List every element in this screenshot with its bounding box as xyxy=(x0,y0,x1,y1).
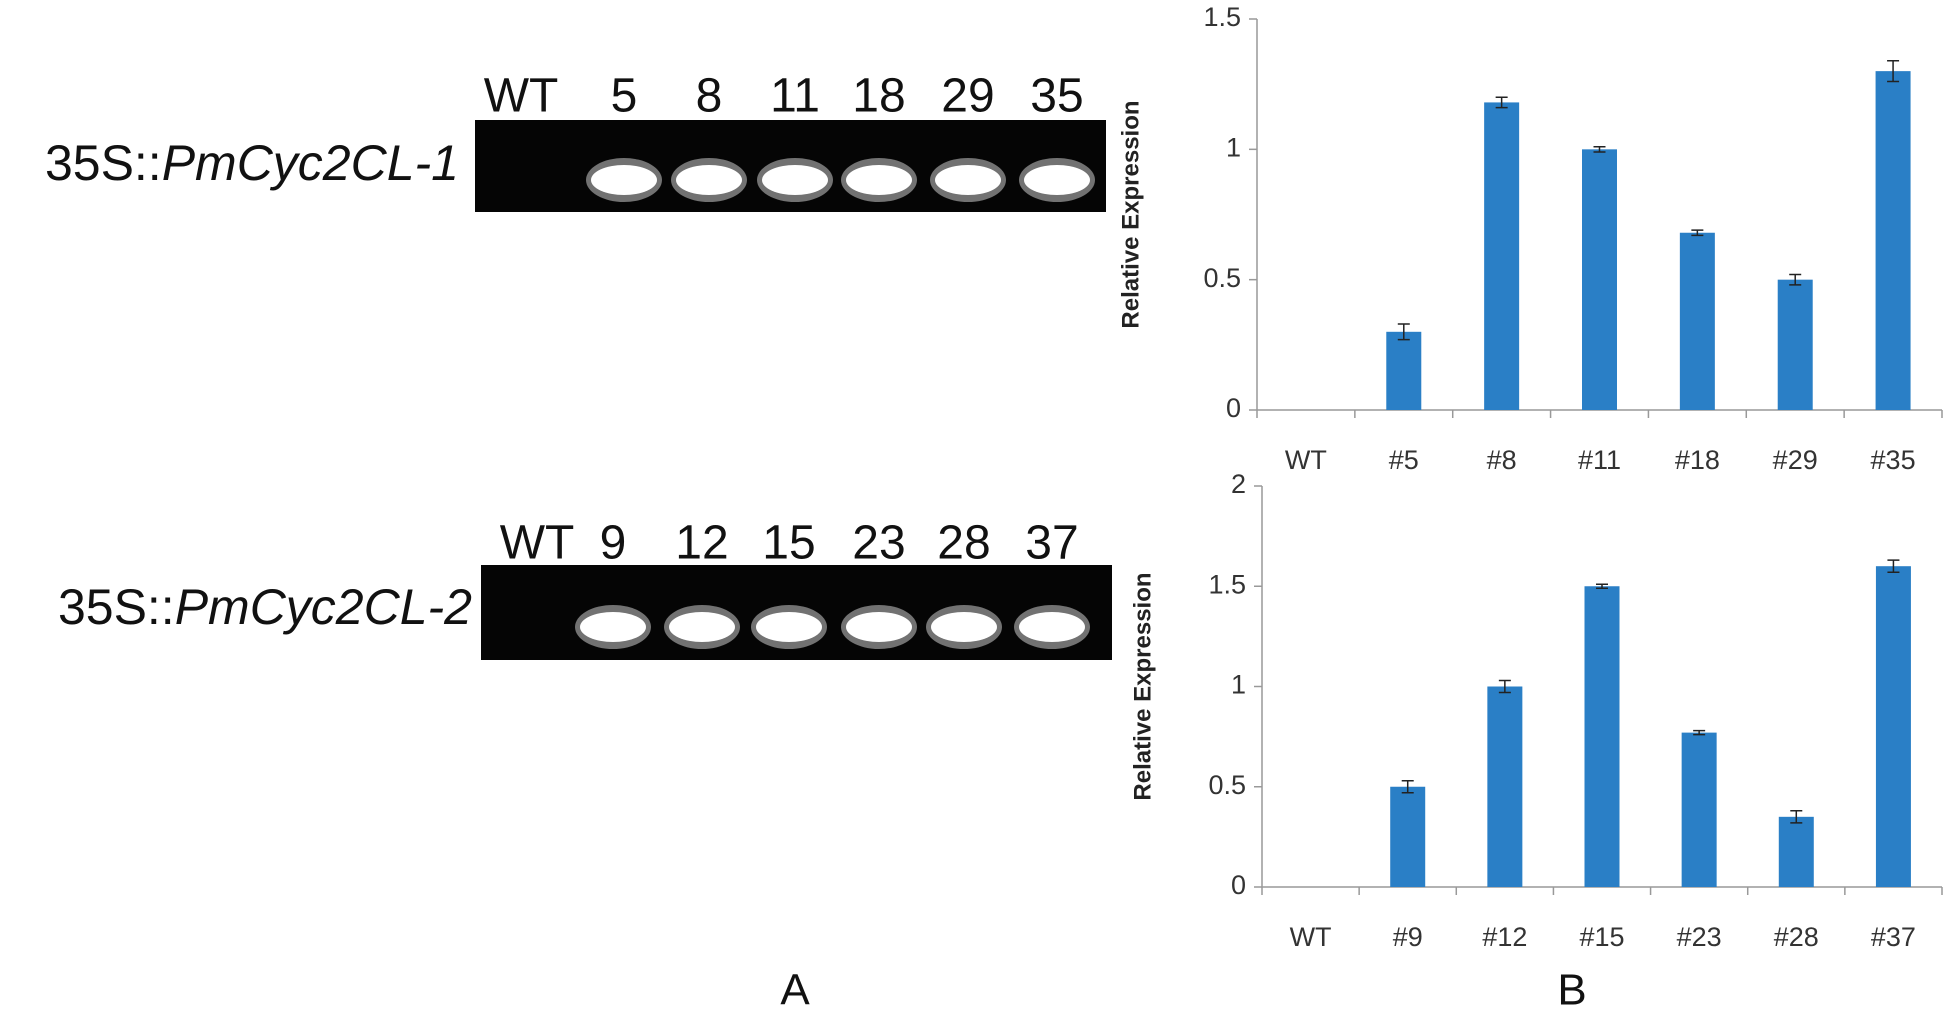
lane-label: 35 xyxy=(1030,70,1083,123)
x-tick-label: #23 xyxy=(1677,922,1722,952)
lane-label: 29 xyxy=(941,70,994,123)
lane-label: 37 xyxy=(1025,517,1078,570)
gel-band xyxy=(1019,612,1085,642)
error-bar xyxy=(1887,559,1900,573)
gel-band xyxy=(762,165,828,195)
x-tick-label: #29 xyxy=(1773,445,1818,475)
gel-band xyxy=(676,165,742,195)
y-tick-label: 0 xyxy=(1231,870,1246,900)
bar xyxy=(1681,732,1717,887)
lane-label: 15 xyxy=(762,517,815,570)
gel-band xyxy=(669,612,735,642)
gel-band xyxy=(931,612,997,642)
construct-gene: PmCyc2CL-2 xyxy=(175,579,472,635)
lane-label: 12 xyxy=(675,517,728,570)
bar xyxy=(1875,566,1911,887)
error-bar xyxy=(1693,729,1706,736)
construct-prefix: 35S:: xyxy=(58,579,175,635)
error-bar xyxy=(1790,810,1803,824)
lane-label: 5 xyxy=(611,70,638,123)
panel-label: A xyxy=(780,966,810,1015)
lane-label: WT xyxy=(500,517,575,570)
gel-band xyxy=(846,165,912,195)
bar xyxy=(1778,816,1814,887)
x-tick-label: #28 xyxy=(1774,922,1819,952)
x-tick-label: #11 xyxy=(1578,445,1621,475)
gel-band xyxy=(591,165,657,195)
error-bar xyxy=(1691,229,1704,237)
x-tick-label: #8 xyxy=(1487,445,1517,475)
construct-label: 35S::PmCyc2CL-2 xyxy=(58,579,472,635)
gel-band xyxy=(756,612,822,642)
error-bar xyxy=(1498,679,1511,694)
x-tick-label: #12 xyxy=(1482,922,1527,952)
y-tick-label: 1 xyxy=(1226,132,1241,162)
y-tick-label: 0.5 xyxy=(1203,263,1241,293)
construct-prefix: 35S:: xyxy=(45,135,162,191)
bar xyxy=(1386,331,1422,410)
y-tick-label: 2 xyxy=(1231,469,1246,499)
error-bar xyxy=(1397,323,1410,341)
bar xyxy=(1484,102,1520,410)
gel-band xyxy=(935,165,1001,195)
gel-band xyxy=(846,612,912,642)
x-tick-label: WT xyxy=(1285,445,1327,475)
bar xyxy=(1679,232,1715,410)
lane-label: 9 xyxy=(600,517,627,570)
lane-label: 28 xyxy=(937,517,990,570)
panel-label: B xyxy=(1557,966,1586,1015)
x-tick-label: #35 xyxy=(1871,445,1916,475)
lane-label: 11 xyxy=(770,70,820,123)
gel-band xyxy=(1024,165,1090,195)
error-bar xyxy=(1596,583,1608,590)
x-tick-label: #9 xyxy=(1393,922,1423,952)
bar xyxy=(1777,279,1813,410)
bar xyxy=(1584,586,1620,887)
construct-gene: PmCyc2CL-1 xyxy=(162,135,459,191)
lane-label: 18 xyxy=(852,70,905,123)
error-bar xyxy=(1495,96,1508,109)
error-bar xyxy=(1401,779,1414,794)
bar xyxy=(1582,149,1617,411)
error-bar xyxy=(1887,59,1900,83)
x-tick-label: #18 xyxy=(1675,445,1720,475)
error-bar xyxy=(1593,145,1606,153)
lane-label: 23 xyxy=(852,517,905,570)
construct-label: 35S::PmCyc2CL-1 xyxy=(45,135,459,191)
y-axis-label: Relative Expression xyxy=(1129,572,1156,800)
bar xyxy=(1390,786,1426,887)
y-tick-label: 1.5 xyxy=(1208,569,1246,599)
bar xyxy=(1487,686,1523,887)
lane-label: 8 xyxy=(696,70,723,123)
x-tick-label: #37 xyxy=(1871,922,1916,952)
x-tick-label: #5 xyxy=(1389,445,1419,475)
gel-band xyxy=(580,612,646,642)
error-bar xyxy=(1789,273,1802,286)
y-axis-label: Relative Expression xyxy=(1117,100,1144,328)
x-tick-label: #15 xyxy=(1579,922,1624,952)
lane-label: WT xyxy=(484,70,559,123)
y-tick-label: 0 xyxy=(1226,393,1241,423)
y-tick-label: 1 xyxy=(1231,670,1246,700)
bar xyxy=(1875,71,1911,410)
x-tick-label: WT xyxy=(1290,922,1332,952)
y-tick-label: 1.5 xyxy=(1203,2,1241,32)
y-tick-label: 0.5 xyxy=(1208,770,1246,800)
